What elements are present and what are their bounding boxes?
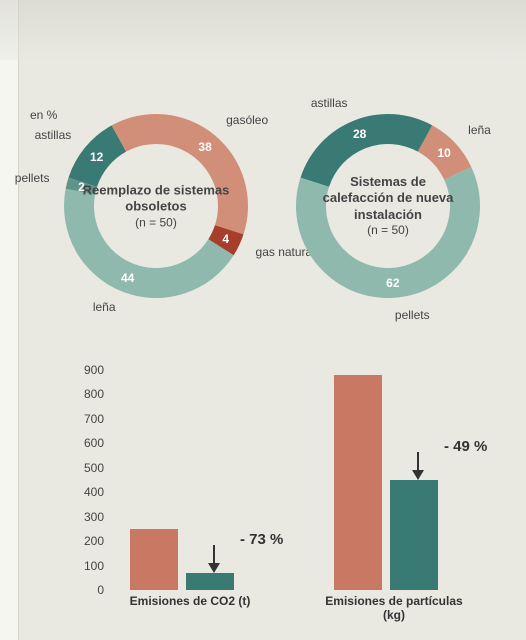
donut-value-astillas: 28 [353,127,366,141]
donut-label-astillas: astillas [11,128,71,142]
donut-value-pellets: 2 [78,180,85,194]
y-tick: 300 [60,510,104,524]
group-label-co2: Emisiones de CO2 (t) [110,594,270,608]
group-label-particulas: Emisiones de partículas (kg) [314,594,474,622]
donut-label-pellets: pellets [395,308,455,322]
barchart: 0100200300400500600700800900 - 73 %Emisi… [60,370,500,620]
donut-label-astillas: astillas [288,96,348,110]
y-tick: 500 [60,461,104,475]
y-tick: 900 [60,363,104,377]
donut-right-title: Sistemas de calefacción de nueva instala… [313,174,463,223]
y-tick: 0 [60,583,104,597]
y-tick: 600 [60,436,104,450]
donut-left-center: Reemplazo de sistemas obsoletos (n = 50) [81,182,231,230]
donut-left-sub: (n = 50) [81,215,231,230]
donut-right-center: Sistemas de calefacción de nueva instala… [313,174,463,238]
donut-left: Reemplazo de sistemas obsoletos (n = 50)… [50,100,262,312]
donut-value-astillas: 12 [90,150,103,164]
donut-label-gasoleo: gasóleo [226,113,286,127]
reduction-label-co2: - 73 % [240,531,283,548]
page-root: en % Reemplazo de sistemas obsoletos (n … [0,0,526,640]
scan-left-edge [0,0,19,640]
donut-label-lena: leña [468,123,526,137]
donut-value-lena: 10 [437,146,450,160]
donut-value-gasoleo: 38 [198,140,211,154]
reduction-arrow-icon [408,452,428,482]
bar-particulas-after [390,480,438,590]
scan-top-shadow [0,0,526,60]
barchart-plot: - 73 %Emisiones de CO2 (t)- 49 %Emisione… [110,370,490,590]
y-tick: 200 [60,534,104,548]
donut-value-gasnatural: 4 [222,232,229,246]
y-tick: 400 [60,485,104,499]
y-tick: 100 [60,559,104,573]
donut-right: Sistemas de calefacción de nueva instala… [282,100,494,312]
donut-value-lena: 44 [121,271,134,285]
y-tick: 700 [60,412,104,426]
donut-value-pellets: 62 [386,276,399,290]
donut-right-sub: (n = 50) [313,223,463,238]
donut-label-lena: leña [56,300,116,314]
bar-particulas-before [334,375,382,590]
reduction-arrow-icon [204,545,224,575]
donut-label-pellets: pellets [0,171,49,185]
y-tick: 800 [60,387,104,401]
bar-co2-before [130,529,178,590]
bar-co2-after [186,573,234,590]
reduction-label-particulas: - 49 % [444,438,487,455]
donut-left-title: Reemplazo de sistemas obsoletos [81,182,231,215]
